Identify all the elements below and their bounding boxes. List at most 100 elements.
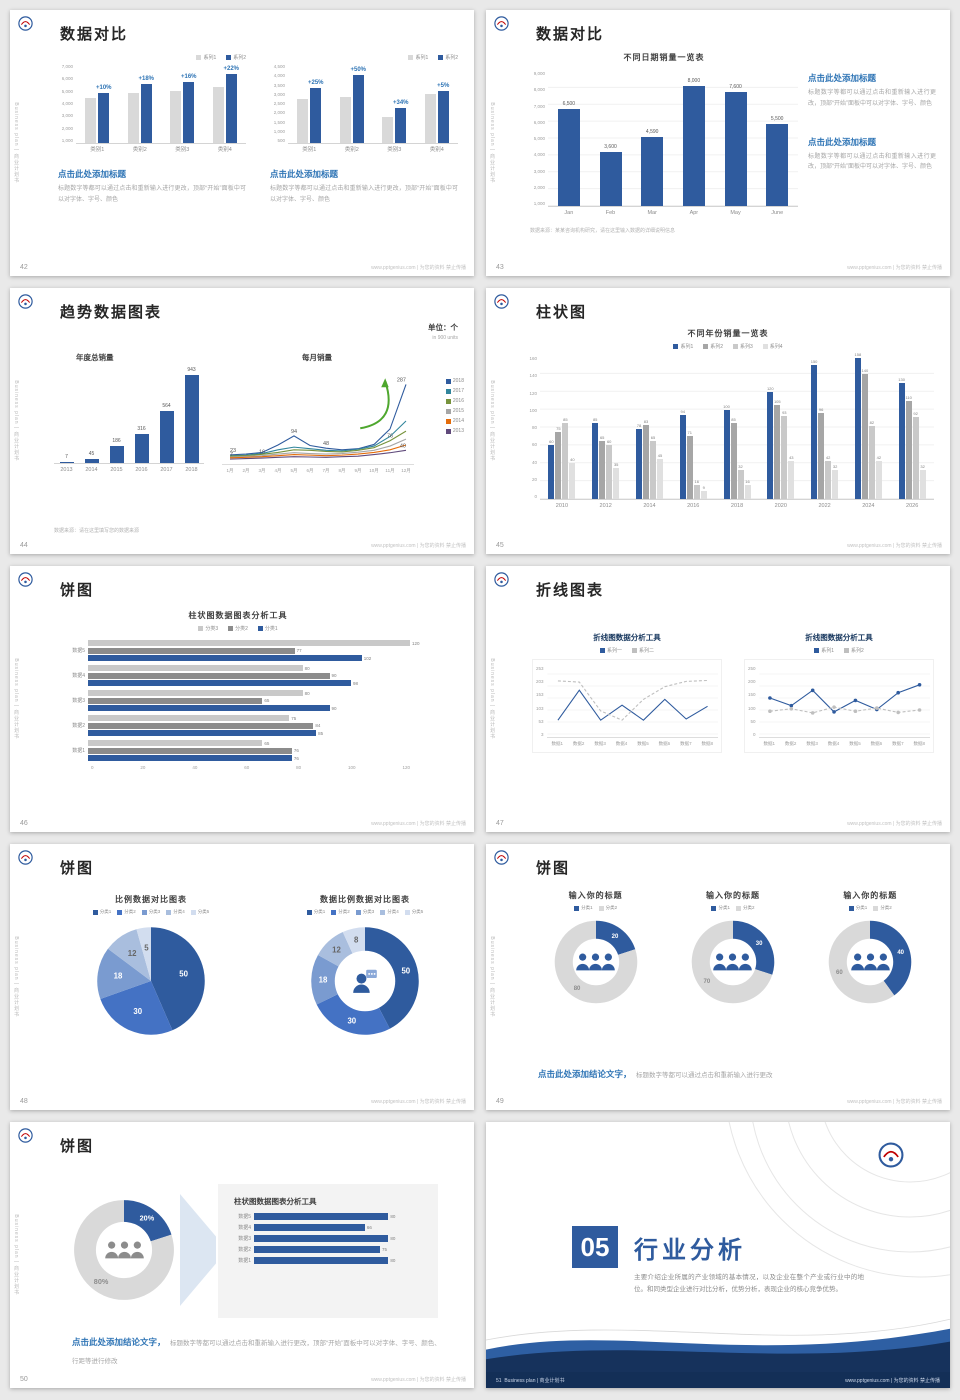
bar: 94 [679, 409, 686, 499]
bar: 8,000 [682, 78, 705, 206]
bar: 78 [635, 423, 642, 499]
bar-group: 6,500 Jan [548, 71, 590, 219]
x-tick: 数据8 [913, 740, 926, 746]
legend-label: 分类1 [264, 626, 278, 632]
bar: 7 [59, 454, 74, 463]
horizontal-bar-chart: 数据5 80 数据4 66 数据3 80 数据2 75 数据1 80 [234, 1213, 422, 1264]
annotation-label: 48 [323, 441, 329, 447]
slide-51[interactable]: 05 行业分析 主要介绍企业所属的产业领域的基本情况，以及企业在整个产业或行业中… [486, 1122, 950, 1388]
slide-49[interactable]: Business plan | 商业计划书 饼图 输入你的标题 分类1 分类2 2… [486, 844, 950, 1110]
block-heading: 点击此处添加标题 [270, 169, 339, 179]
x-tick: 数据4 [615, 740, 628, 746]
slide-number: 46 [20, 820, 28, 827]
block-heading: 点击此处添加标题 [808, 136, 877, 147]
slide-side-label: Business plan | 商业计划书 [13, 102, 19, 184]
category-label: 类别4 [217, 147, 232, 153]
slice-label: 18 [114, 971, 123, 980]
category-label: 2013 [60, 467, 73, 473]
bar: 316 [134, 426, 149, 463]
legend-swatch [380, 909, 386, 915]
bar-value-label: 76 [293, 748, 299, 753]
data-point [874, 706, 879, 710]
category-label: 2026 [906, 503, 919, 509]
y-tick: 6,000 [533, 119, 545, 125]
bar: 92 [912, 411, 919, 499]
data-point [831, 705, 836, 709]
legend-swatch [438, 55, 444, 60]
chart-title: 输入你的标题 [843, 891, 898, 900]
bar: +5% [437, 83, 449, 143]
bars: 66 [254, 1224, 422, 1231]
chart-legend: 分类1 分类2 [538, 905, 653, 911]
slide-48[interactable]: Business plan | 商业计划书 饼图 比例数据对比图表 分类1 分类2… [10, 844, 474, 1110]
donut-hole [709, 938, 757, 986]
slice-label: 5 [144, 943, 149, 952]
slide-44[interactable]: Business plan | 商业计划书 趋势数据图表 单位：个 in 900… [10, 288, 474, 554]
bar-value-label: 80 [390, 1214, 396, 1219]
slide-45[interactable]: Business plan | 商业计划书 柱状图 不同年份销量一览表 系列1 系… [486, 288, 950, 554]
bar-value-label: 4,590 [645, 129, 659, 136]
conclusion-body: 标题数字等都可以通过点击和重新输入进行更改 [635, 1072, 773, 1079]
legend-label: 分类4 [387, 909, 399, 914]
bar: 43 [788, 455, 795, 499]
bars: 120 105 93 43 [758, 356, 803, 500]
bar: 60 [606, 439, 613, 499]
slide-42[interactable]: Business plan | 商业计划书 数据对比 系列1 系列2 7,000 6… [10, 10, 474, 276]
annotation-label: 7 [230, 452, 233, 458]
section-number: 05 [572, 1226, 618, 1268]
donut-svg: 40 60 [829, 920, 912, 1004]
bar [88, 647, 295, 654]
bar: 110 [905, 395, 912, 499]
chart-title: 比例数据对比图表 [115, 895, 187, 904]
chart-title: 不同年份销量一览表 [687, 329, 769, 338]
row-label: 数据5 [72, 648, 85, 654]
line-chart: 23 94 48 7 16 40 76 287 1月 2月 3月 4月 5月 6月 7月 8月 9月 10月 11月… [222, 370, 414, 476]
bar-value-label: 65 [264, 698, 270, 703]
bars: 7,600 [714, 71, 757, 207]
slide-47[interactable]: Business plan | 商业计划书 折线图表 折线图数据分析工具 系列一… [486, 566, 950, 832]
bar: 32 [919, 464, 926, 499]
slide-43[interactable]: Business plan | 商业计划书 数据对比 不同日期销量一览表 9,0… [486, 10, 950, 276]
plot-area: 7 2013 45 2014 186 2015 316 2016 564 2017 943 2018 [54, 367, 204, 476]
conclusion-block: 点击此处添加结论文字， 标题数字等都可以通过点击和重新输入进行更改，顶部“开始”… [72, 1332, 444, 1368]
legend-item: 系列1 [673, 343, 693, 350]
legend-label: 系列一 [606, 648, 622, 654]
bar: 5,500 [766, 116, 789, 206]
slice-label: 40 [898, 950, 905, 956]
y-tick: 4,000 [273, 73, 285, 79]
legend-label: 分类2 [605, 905, 618, 910]
pie-slice [100, 981, 173, 1035]
legend-item: 系列3 [733, 343, 753, 350]
legend-label: 系列1 [821, 648, 834, 654]
legend-label: 2018 [452, 378, 464, 384]
bar-value-label: 316 [137, 425, 146, 432]
bar-value-label: 60 [606, 439, 612, 445]
legend-swatch [632, 648, 637, 653]
school-logo-icon [878, 1142, 904, 1168]
bar: +22% [223, 66, 239, 143]
bar [88, 665, 303, 671]
row-label: 数据3 [72, 698, 85, 704]
bar: 42 [875, 455, 882, 499]
bar-group: 45 2014 [79, 370, 104, 476]
slice-label: 30 [347, 1016, 356, 1025]
section-body: 主要介绍企业所属的产业领域的基本情况，以及企业在整个产业或行业中的地位。和同类型… [634, 1274, 864, 1294]
bar: 105 [774, 399, 781, 499]
legend-swatch [814, 648, 820, 653]
bars: 80 90 98 [88, 665, 410, 686]
legend-item: 分类1 [257, 625, 278, 632]
legend-label: 2015 [452, 408, 464, 414]
slide-46[interactable]: Business plan | 商业计划书 饼图 柱状图数据图表分析工具 分类3… [10, 566, 474, 832]
bar-value-label: 93 [782, 409, 787, 415]
data-point [767, 696, 772, 700]
y-tick: 5,000 [533, 136, 545, 141]
bars: 45 [79, 370, 104, 464]
legend-label: 系列1 [203, 55, 217, 61]
slide-50[interactable]: Business plan | 商业计划书 饼图 20% 80% 柱状图数据图表分… [10, 1122, 474, 1388]
category-label: 2015 [110, 467, 123, 473]
legend-swatch [190, 909, 196, 915]
chart-block: 不同年份销量一览表 系列1 系列2 系列3 系列4 160 140 120 100 80 60 4… [522, 328, 935, 512]
legend-label: 分类2 [235, 626, 248, 632]
legend-item: 系列2 [438, 54, 458, 61]
category-label: 2014 [85, 467, 98, 473]
